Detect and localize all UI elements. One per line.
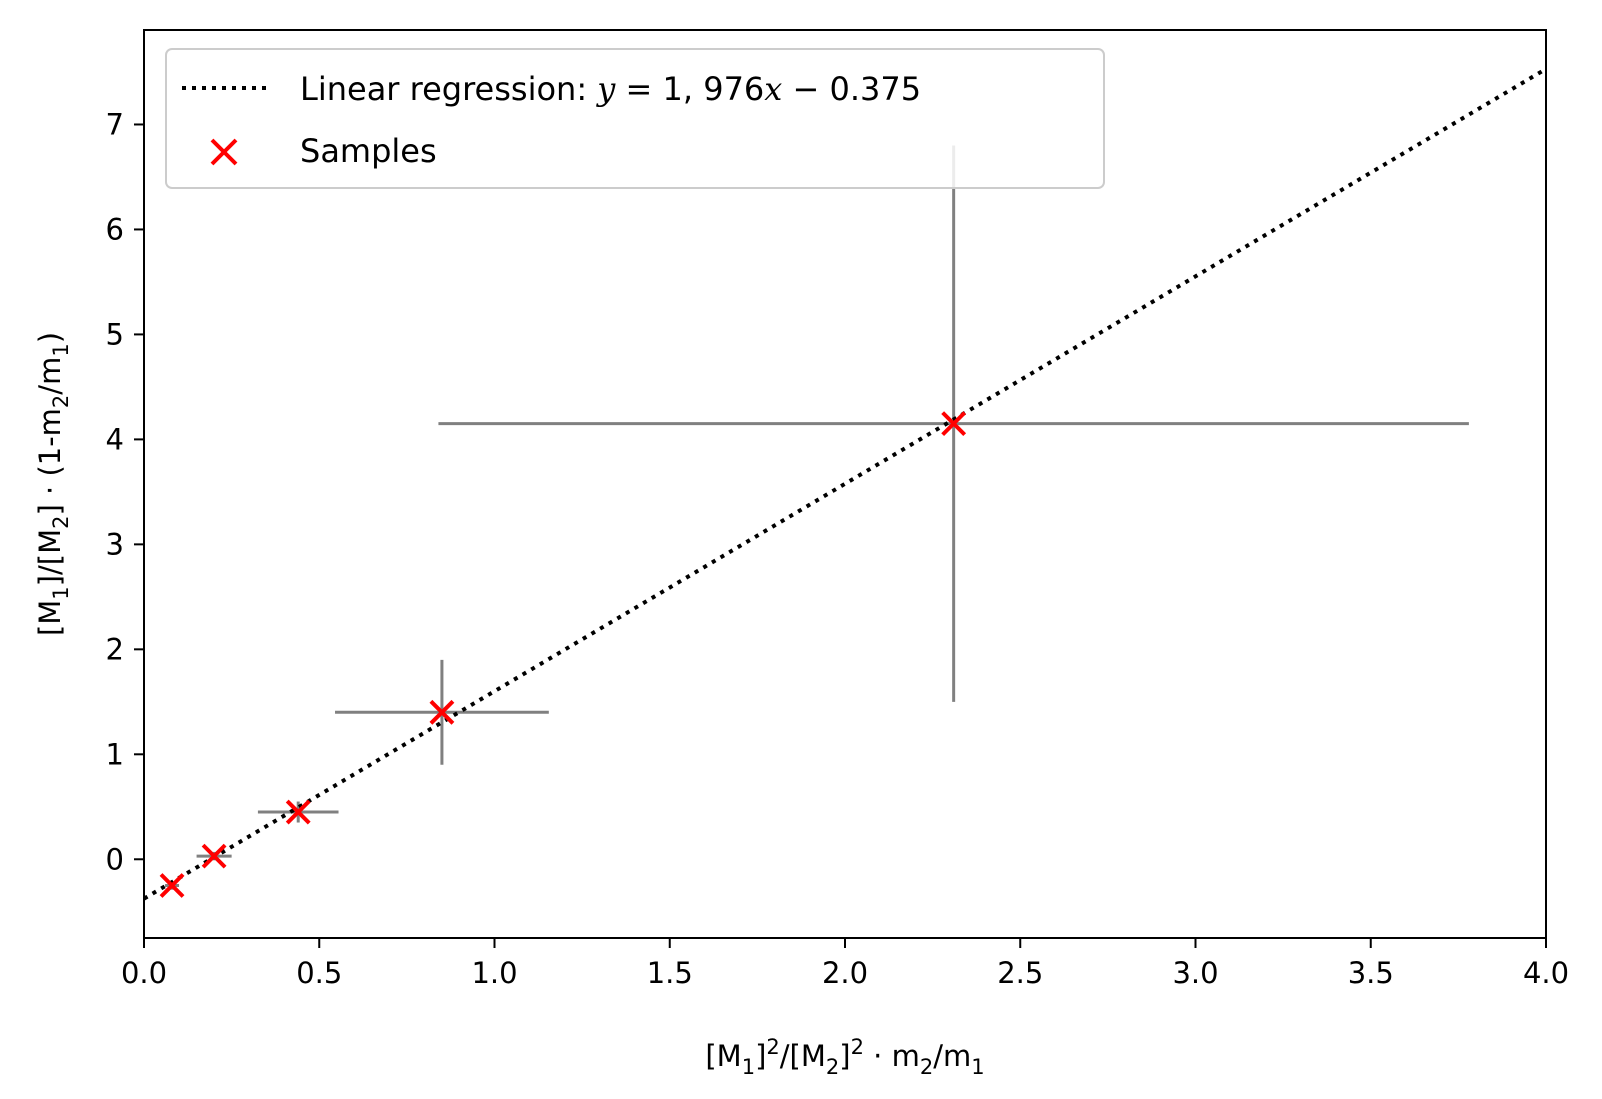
- legend-regression-label: Linear regression: y = 1, 976x − 0.375: [300, 70, 921, 108]
- regression-line: [142, 67, 1548, 901]
- x-tick-label: 3.5: [1348, 956, 1394, 990]
- sample-point: [285, 799, 311, 825]
- x-tick-label: 0.0: [121, 956, 167, 990]
- legend-samples-label: Samples: [300, 132, 437, 170]
- y-axis-ticks: 0 1 2 3 4 5 6 7: [106, 107, 144, 876]
- x-tick-label: 1.5: [647, 956, 693, 990]
- sample-point: [429, 699, 455, 725]
- x-tick-label: 3.0: [1172, 956, 1218, 990]
- x-tick-label: 2.5: [997, 956, 1043, 990]
- x-tick-label: 2.0: [822, 956, 868, 990]
- legend: Linear regression: y = 1, 976x − 0.375 S…: [165, 48, 1105, 189]
- legend-box: [165, 48, 1105, 189]
- sample-point: [159, 873, 185, 898]
- y-tick-label: 5: [106, 317, 124, 351]
- x-axis-ticks: 0.0 0.5 1.0 1.5 2.0 2.5 3.0 3.5 4.0: [121, 938, 1569, 990]
- y-tick-label: 3: [106, 527, 124, 561]
- x-tick-label: 4.0: [1523, 956, 1569, 990]
- x-tick-label: 0.5: [296, 956, 342, 990]
- y-tick-label: 7: [106, 107, 124, 141]
- x-tick-label: 1.0: [471, 956, 517, 990]
- y-tick-label: 4: [106, 422, 124, 456]
- y-tick-label: 2: [106, 632, 124, 666]
- x-axis-title: [M1]2/[M2]2 · m2/m1: [705, 1035, 984, 1079]
- y-axis-title: [M1]/[M2] · (1-m2/m1): [33, 332, 73, 636]
- y-tick-label: 1: [106, 737, 124, 771]
- y-tick-label: 0: [106, 842, 124, 876]
- regression-layer: [142, 67, 1548, 901]
- legend-samples-marker: [210, 138, 238, 166]
- sample-point: [201, 843, 227, 869]
- marker-layer: [159, 411, 967, 898]
- y-tick-label: 6: [106, 212, 124, 246]
- sample-point: [941, 411, 967, 437]
